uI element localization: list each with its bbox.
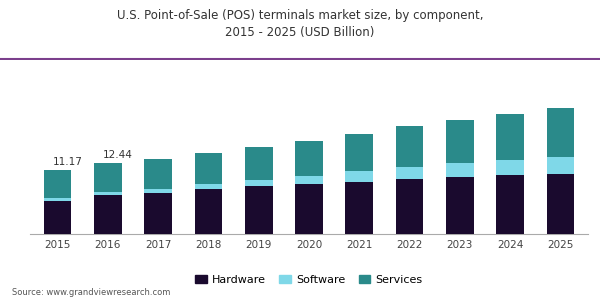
Bar	[94, 192, 122, 195]
Bar	[44, 170, 71, 198]
Bar	[194, 184, 222, 189]
Bar	[547, 157, 574, 174]
Bar	[94, 195, 122, 234]
Bar	[295, 176, 323, 184]
Bar	[446, 120, 473, 163]
Bar	[145, 193, 172, 234]
Bar	[44, 201, 71, 234]
Bar	[194, 153, 222, 184]
Bar	[396, 167, 424, 179]
Bar	[496, 160, 524, 175]
Bar	[145, 159, 172, 188]
Bar	[194, 189, 222, 234]
Bar	[94, 163, 122, 192]
Bar	[346, 171, 373, 182]
Text: 12.44: 12.44	[103, 150, 133, 160]
Bar	[346, 134, 373, 171]
Bar	[245, 180, 272, 186]
Text: Source: www.grandviewresearch.com: Source: www.grandviewresearch.com	[12, 288, 170, 297]
Bar	[547, 108, 574, 157]
Bar	[496, 175, 524, 234]
Bar	[295, 184, 323, 234]
Text: 11.17: 11.17	[53, 158, 82, 167]
Bar	[446, 177, 473, 234]
Bar	[396, 126, 424, 167]
Bar	[145, 188, 172, 193]
Bar	[245, 147, 272, 180]
Bar	[295, 140, 323, 176]
Legend: Hardware, Software, Services: Hardware, Software, Services	[191, 270, 427, 289]
Bar	[446, 163, 473, 177]
Bar	[496, 114, 524, 160]
Bar	[245, 186, 272, 234]
Bar	[346, 182, 373, 234]
Bar	[547, 174, 574, 234]
Bar	[396, 179, 424, 234]
Bar	[44, 198, 71, 201]
Text: U.S. Point-of-Sale (POS) terminals market size, by component,
2015 - 2025 (USD B: U.S. Point-of-Sale (POS) terminals marke…	[117, 9, 483, 39]
